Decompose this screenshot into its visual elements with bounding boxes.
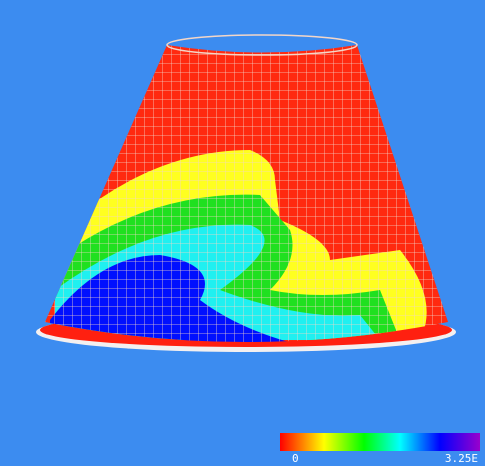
colorbar-max-label: 3.25E (445, 452, 478, 465)
page: 0 3.25E (() => { const data = JSON.parse… (0, 0, 485, 466)
colorbar (280, 433, 480, 451)
colorbar-min-label: 0 (292, 452, 299, 465)
viewer: 0 3.25E (0, 0, 485, 466)
